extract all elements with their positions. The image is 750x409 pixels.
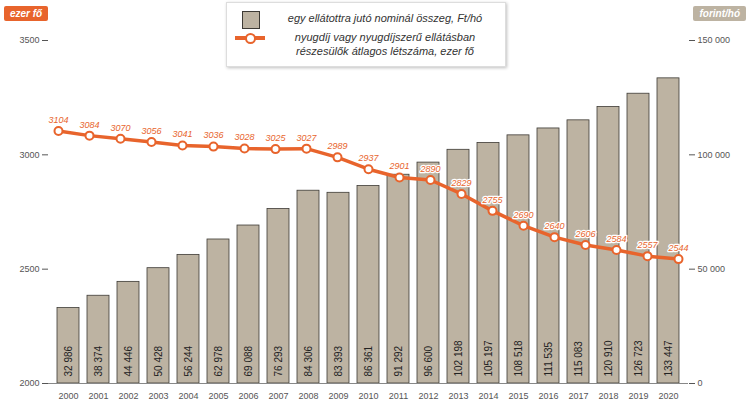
svg-text:2829: 2829 bbox=[450, 178, 471, 188]
svg-text:2003: 2003 bbox=[148, 391, 168, 401]
svg-text:2020: 2020 bbox=[658, 391, 678, 401]
svg-text:2544: 2544 bbox=[667, 243, 688, 253]
svg-text:2019: 2019 bbox=[628, 391, 648, 401]
html-text:egy ellátottra jutó nominál ös: egy ellátottra jutó nominál összeg, Ft/h… bbox=[287, 12, 483, 24]
svg-text:133 447: 133 447 bbox=[663, 340, 674, 377]
svg-text:2017: 2017 bbox=[568, 391, 588, 401]
svg-text:3027: 3027 bbox=[296, 133, 317, 143]
svg-text:3041: 3041 bbox=[172, 129, 192, 139]
svg-text:50 000: 50 000 bbox=[698, 264, 726, 274]
svg-text:2009: 2009 bbox=[328, 391, 348, 401]
svg-text:2010: 2010 bbox=[358, 391, 378, 401]
svg-text:2018: 2018 bbox=[598, 391, 618, 401]
svg-text:2011: 2011 bbox=[389, 391, 408, 401]
svg-text:69 088: 69 088 bbox=[243, 345, 254, 376]
svg-text:2690: 2690 bbox=[512, 210, 533, 220]
svg-text:3104: 3104 bbox=[48, 115, 68, 125]
svg-text:2640: 2640 bbox=[543, 221, 564, 231]
svg-text:3500: 3500 bbox=[19, 35, 39, 45]
svg-text:102 198: 102 198 bbox=[453, 340, 464, 377]
svg-text:2584: 2584 bbox=[605, 234, 626, 244]
svg-text:2007: 2007 bbox=[268, 391, 288, 401]
svg-text:3070: 3070 bbox=[110, 123, 130, 133]
svg-text:50 428: 50 428 bbox=[153, 345, 164, 376]
svg-text:62 978: 62 978 bbox=[213, 345, 224, 376]
svg-text:2013: 2013 bbox=[448, 391, 468, 401]
svg-text:115 083: 115 083 bbox=[573, 341, 584, 377]
svg-text:2016: 2016 bbox=[538, 391, 558, 401]
svg-text:2002: 2002 bbox=[118, 391, 138, 401]
svg-text:3000: 3000 bbox=[19, 150, 39, 160]
svg-text:44 446: 44 446 bbox=[123, 345, 134, 376]
svg-text:2901: 2901 bbox=[388, 161, 409, 171]
svg-text:2006: 2006 bbox=[238, 391, 258, 401]
svg-text:56 244: 56 244 bbox=[183, 345, 194, 376]
svg-text:86 361: 86 361 bbox=[363, 345, 374, 376]
svg-text:111 535: 111 535 bbox=[543, 341, 554, 376]
svg-text:0: 0 bbox=[698, 378, 703, 388]
svg-text:2755: 2755 bbox=[481, 195, 503, 205]
svg-text:2557: 2557 bbox=[636, 240, 658, 250]
svg-text:2004: 2004 bbox=[178, 391, 198, 401]
svg-text:3056: 3056 bbox=[141, 126, 161, 136]
svg-text:2014: 2014 bbox=[478, 391, 498, 401]
svg-text:2015: 2015 bbox=[508, 391, 528, 401]
html-text:forint/hó: forint/hó bbox=[699, 8, 740, 19]
svg-text:3025: 3025 bbox=[265, 133, 286, 143]
svg-text:120 910: 120 910 bbox=[603, 340, 614, 377]
svg-text:83 393: 83 393 bbox=[333, 345, 344, 376]
svg-text:96 600: 96 600 bbox=[423, 345, 434, 376]
svg-text:38 374: 38 374 bbox=[93, 345, 104, 376]
svg-text:108 518: 108 518 bbox=[513, 340, 524, 377]
svg-text:2500: 2500 bbox=[19, 264, 39, 274]
svg-text:32 986: 32 986 bbox=[63, 345, 74, 376]
svg-text:2989: 2989 bbox=[326, 141, 347, 151]
svg-text:100 000: 100 000 bbox=[698, 150, 731, 160]
svg-text:3084: 3084 bbox=[79, 120, 99, 130]
svg-text:76 293: 76 293 bbox=[273, 345, 284, 376]
svg-text:150 000: 150 000 bbox=[698, 35, 731, 45]
svg-text:2012: 2012 bbox=[418, 391, 438, 401]
svg-text:3028: 3028 bbox=[234, 132, 254, 142]
svg-text:2890: 2890 bbox=[419, 164, 440, 174]
svg-text:126 723: 126 723 bbox=[633, 340, 644, 377]
svg-text:91 292: 91 292 bbox=[393, 345, 404, 376]
svg-text:2000: 2000 bbox=[19, 378, 39, 388]
svg-text:84 306: 84 306 bbox=[303, 345, 314, 376]
svg-text:105 197: 105 197 bbox=[483, 340, 494, 377]
svg-text:2000: 2000 bbox=[58, 391, 78, 401]
svg-text:2005: 2005 bbox=[208, 391, 228, 401]
svg-text:2008: 2008 bbox=[298, 391, 318, 401]
svg-text:2001: 2001 bbox=[88, 391, 108, 401]
svg-text:2606: 2606 bbox=[574, 229, 595, 239]
svg-text:2937: 2937 bbox=[357, 153, 379, 163]
html-text:nyugdíj vagy nyugdíjszerű ellá: nyugdíj vagy nyugdíjszerű ellátásban rés… bbox=[294, 31, 476, 57]
html-text:ezer fő: ezer fő bbox=[10, 8, 43, 19]
svg-text:3036: 3036 bbox=[203, 130, 223, 140]
